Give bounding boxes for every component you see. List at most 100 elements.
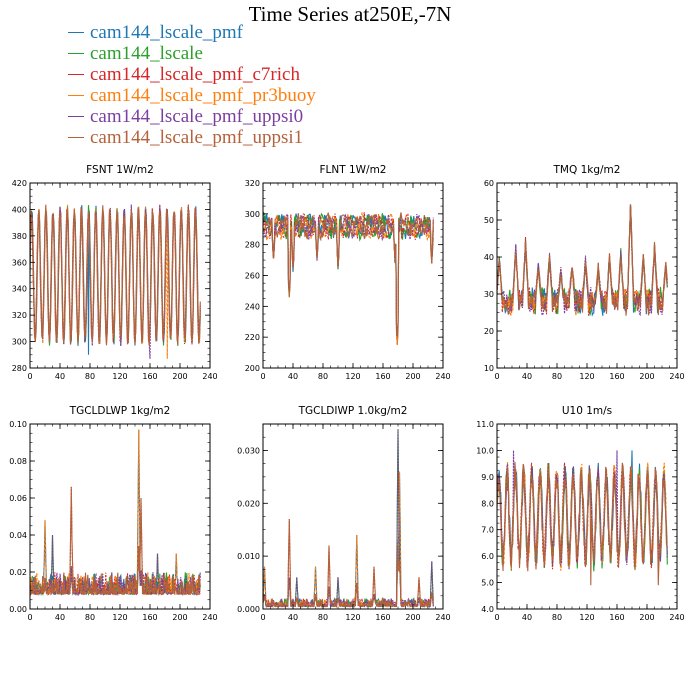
panel-title: U10 1m/s — [562, 405, 612, 417]
x-tick-label: 40 — [288, 372, 298, 381]
x-tick-label: 80 — [552, 372, 562, 381]
legend-entry: cam144_lscale_pmf_uppsi1 — [68, 127, 316, 148]
y-tick-label: 0.08 — [9, 457, 27, 466]
y-tick-label: 300 — [12, 338, 27, 347]
y-tick-label: 9.0 — [481, 473, 494, 482]
x-tick-label: 40 — [522, 613, 532, 622]
legend-entry: cam144_lscale_pmf_uppsi0 — [68, 106, 316, 127]
x-tick-label: 0 — [494, 372, 499, 381]
x-tick-label: 240 — [202, 372, 217, 381]
series-line-5 — [30, 486, 201, 596]
y-tick-label: 240 — [245, 302, 260, 311]
x-tick-label: 240 — [435, 372, 450, 381]
legend-line-1 — [68, 53, 84, 54]
y-tick-label: 60 — [484, 179, 494, 188]
series-line-5 — [263, 212, 434, 337]
y-tick-label: 50 — [484, 216, 494, 225]
y-tick-label: 320 — [12, 311, 27, 320]
series-line-5 — [30, 204, 201, 346]
x-tick-label: 240 — [202, 613, 217, 622]
x-tick-label: 200 — [172, 372, 187, 381]
x-tick-label: 40 — [288, 613, 298, 622]
x-tick-label: 0 — [260, 613, 265, 622]
legend-line-5 — [68, 137, 84, 138]
y-tick-label: 220 — [245, 333, 260, 342]
y-tick-label: 0.020 — [237, 499, 260, 508]
y-tick-label: 340 — [12, 285, 27, 294]
legend-entry: cam144_lscale — [68, 43, 316, 64]
y-tick-label: 400 — [12, 205, 27, 214]
x-tick-label: 200 — [639, 613, 654, 622]
legend-entry: cam144_lscale_pmf_c7rich — [68, 64, 316, 85]
x-tick-label: 240 — [669, 613, 684, 622]
x-tick-label: 0 — [494, 613, 499, 622]
legend-line-3 — [68, 95, 84, 96]
x-tick-label: 80 — [85, 372, 95, 381]
series-line-5 — [497, 204, 668, 316]
x-tick-label: 0 — [27, 613, 32, 622]
legend-line-4 — [68, 116, 84, 117]
x-tick-label: 200 — [639, 372, 654, 381]
panel-title: TGCLDLWP 1kg/m2 — [69, 405, 171, 417]
y-tick-label: 20 — [484, 327, 494, 336]
y-tick-label: 200 — [245, 364, 260, 373]
panel-u10: U10 1m/s 0 40 80 120 160 200 240 4.0 5.0 6.0 7.0 8.0… — [476, 405, 684, 622]
y-tick-label: 280 — [12, 364, 27, 373]
y-tick-label: 0.06 — [9, 494, 27, 503]
y-tick-label: 380 — [12, 232, 27, 241]
y-tick-label: 8.0 — [481, 499, 494, 508]
x-tick-label: 120 — [345, 372, 360, 381]
y-tick-label: 0.000 — [237, 605, 260, 614]
legend-line-2 — [68, 74, 84, 75]
legend-label: cam144_lscale_pmf_c7rich — [90, 64, 300, 85]
y-tick-label: 0.02 — [9, 568, 27, 577]
x-tick-label: 200 — [405, 613, 420, 622]
y-tick-label: 30 — [484, 290, 494, 299]
y-tick-label: 360 — [12, 258, 27, 267]
x-tick-label: 80 — [318, 613, 328, 622]
x-tick-label: 120 — [112, 372, 127, 381]
x-tick-label: 200 — [405, 372, 420, 381]
x-tick-label: 240 — [435, 613, 450, 622]
x-tick-label: 40 — [55, 372, 65, 381]
panel-fsnt: FSNT 1W/m2 0 40 80 120 160 200 240 280 300 320 340 3… — [12, 164, 218, 381]
series-line-3 — [30, 429, 201, 597]
series-line-5 — [497, 461, 668, 586]
y-tick-label: 4.0 — [481, 605, 494, 614]
panel-flnt: FLNT 1W/m2 0 40 80 120 160 200 240 200 220 240 260 2… — [245, 164, 451, 381]
x-tick-label: 40 — [55, 613, 65, 622]
x-tick-label: 80 — [85, 613, 95, 622]
series-line-0 — [30, 429, 201, 597]
x-tick-label: 80 — [552, 613, 562, 622]
y-tick-label: 260 — [245, 272, 260, 281]
panel-tmq: TMQ 1kg/m2 0 40 80 120 160 200 240 10 20 30 40 50 60 — [484, 164, 685, 381]
legend-label: cam144_lscale_pmf_pr3buoy — [90, 85, 316, 106]
x-tick-label: 0 — [27, 372, 32, 381]
y-tick-label: 40 — [484, 253, 494, 262]
panel-title: TMQ 1kg/m2 — [553, 164, 621, 176]
y-tick-label: 0.00 — [9, 605, 27, 614]
y-tick-label: 6.0 — [481, 552, 494, 561]
x-tick-label: 120 — [579, 372, 594, 381]
y-tick-label: 300 — [245, 210, 260, 219]
y-tick-label: 320 — [245, 179, 260, 188]
y-tick-label: 10 — [484, 364, 494, 373]
x-tick-label: 120 — [345, 613, 360, 622]
y-tick-label: 0.04 — [9, 531, 27, 540]
x-tick-label: 120 — [579, 613, 594, 622]
y-tick-label: 5.0 — [481, 579, 494, 588]
legend-label: cam144_lscale_pmf_uppsi1 — [90, 127, 304, 148]
legend-label: cam144_lscale_pmf — [90, 22, 244, 43]
panel-title: FSNT 1W/m2 — [86, 164, 154, 176]
legend-label: cam144_lscale — [90, 43, 203, 64]
x-tick-label: 160 — [609, 372, 624, 381]
x-tick-label: 240 — [669, 372, 684, 381]
panel-tgcldiwp: TGCLDIWP 1.0kg/m2 0 40 80 120 160 200 240 0.000 0… — [237, 405, 451, 622]
x-tick-label: 160 — [609, 613, 624, 622]
x-tick-label: 0 — [260, 372, 265, 381]
x-tick-label: 160 — [375, 613, 390, 622]
panel-title: FLNT 1W/m2 — [319, 164, 386, 176]
x-tick-label: 160 — [142, 613, 157, 622]
legend-line-0 — [68, 32, 84, 33]
